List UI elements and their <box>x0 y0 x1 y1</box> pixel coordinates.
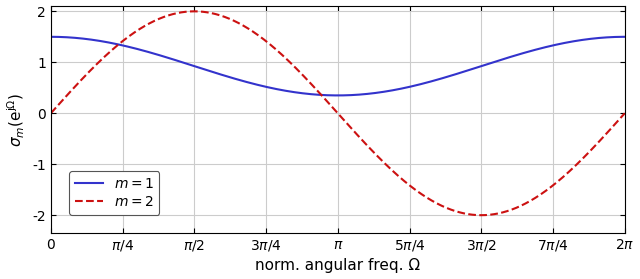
$m = 1$ <box>621 35 628 39</box>
$m = 2$ <box>477 213 485 217</box>
$m = 1$ <box>604 36 612 39</box>
$m = 1$ <box>76 37 84 40</box>
Legend: $m = 1$, $m = 2$: $m = 1$, $m = 2$ <box>69 172 159 215</box>
$m = 1$ <box>499 57 507 61</box>
$m = 1$ <box>311 93 319 96</box>
$m = 2$ <box>621 112 628 115</box>
$m = 1$ <box>605 36 612 39</box>
$m = 1$ <box>334 94 342 97</box>
$m = 2$ <box>605 129 612 133</box>
$m = 2$ <box>499 211 507 214</box>
$m = 1$ <box>47 35 54 39</box>
$m = 2$ <box>191 10 198 13</box>
$m = 2$ <box>311 86 319 90</box>
$m = 1$ <box>326 94 333 97</box>
$m = 2$ <box>326 103 334 107</box>
$m = 2$ <box>76 80 84 83</box>
Y-axis label: $\sigma_m(\mathrm{e}^{\mathrm{j}\Omega})$: $\sigma_m(\mathrm{e}^{\mathrm{j}\Omega})… <box>6 93 27 147</box>
$m = 2$ <box>47 112 54 115</box>
Line: $m = 2$: $m = 2$ <box>51 11 625 215</box>
X-axis label: norm. angular freq. Ω: norm. angular freq. Ω <box>255 258 420 273</box>
$m = 2$ <box>605 130 612 133</box>
Line: $m = 1$: $m = 1$ <box>51 37 625 95</box>
